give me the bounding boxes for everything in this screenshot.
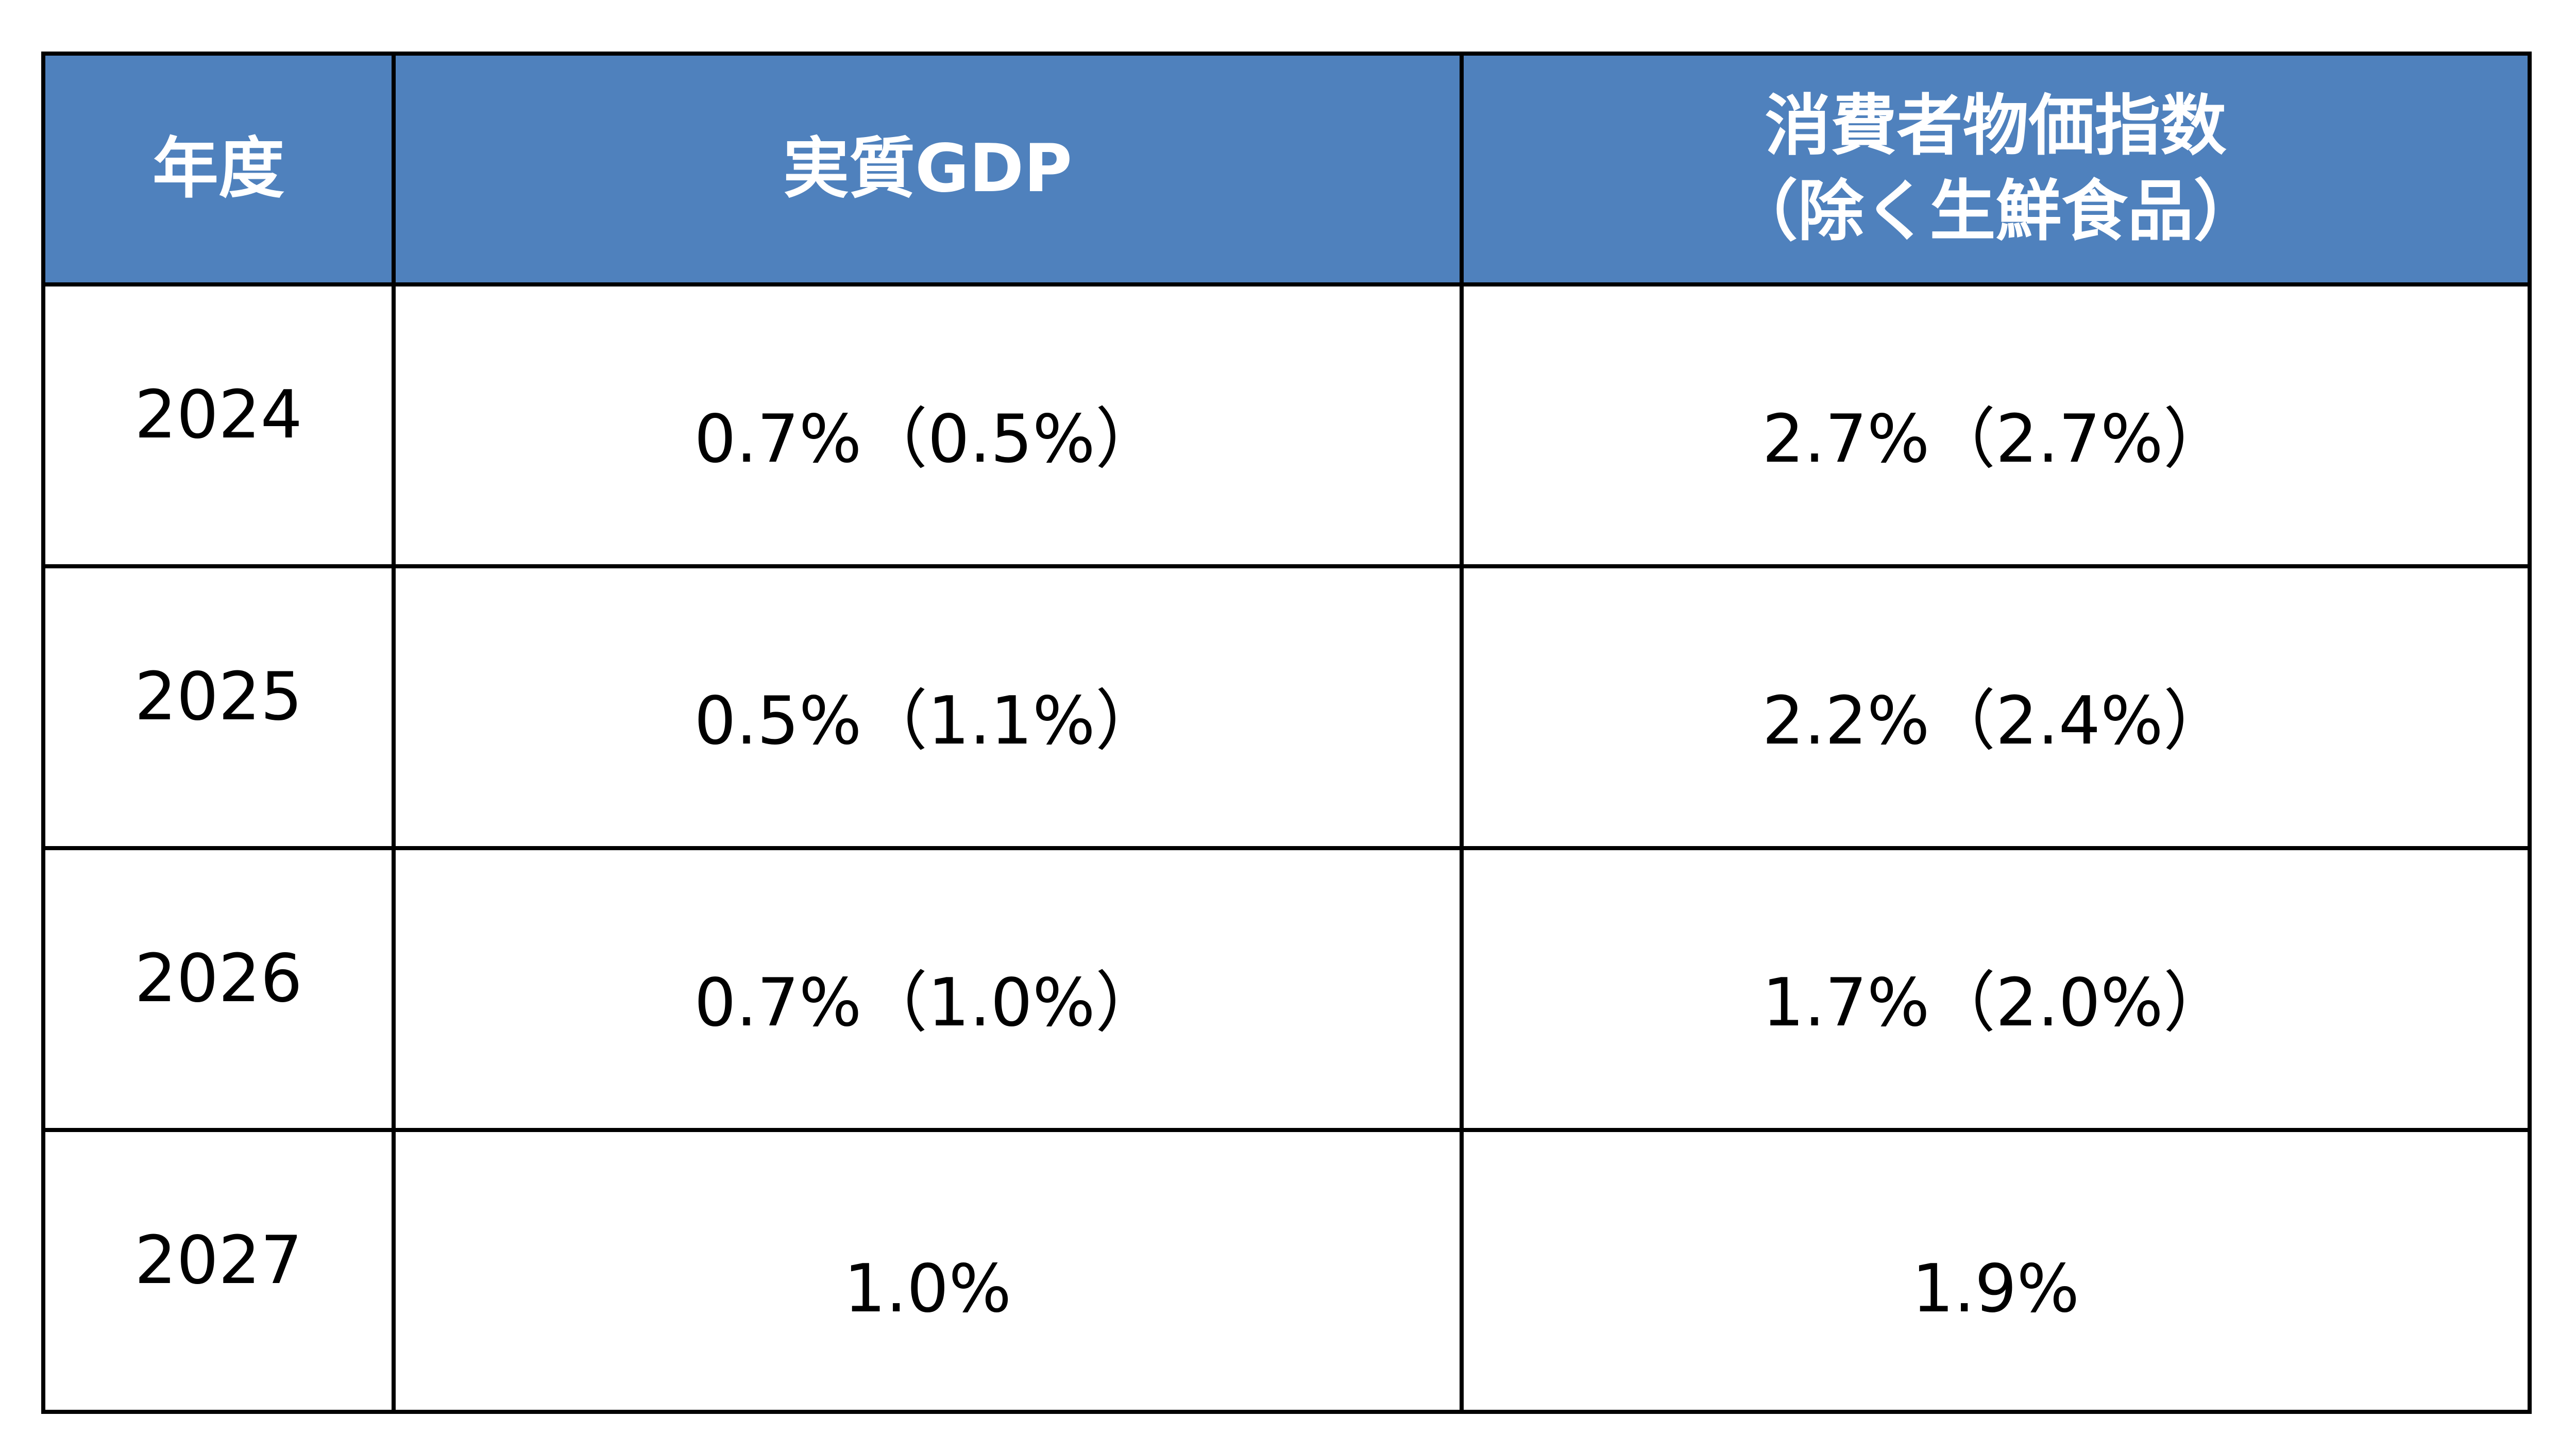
cpi-cell: 2.2%（2.4%） (1460, 564, 2532, 850)
table-row: 2026 0.7%（1.0%） 1.7%（2.0%） (41, 846, 2532, 1132)
header-cpi-title: 消費者物価指数 (1765, 87, 2227, 164)
header-row: 年度 実質GDP 消費者物価指数 （除く生鮮食品） (41, 52, 2532, 286)
table-row: 2024 0.7%（0.5%） 2.7%（2.7%） (41, 282, 2532, 568)
year-cell: 2025 (41, 564, 396, 850)
header-cpi: 消費者物価指数 （除く生鮮食品） (1460, 52, 2532, 286)
forecast-table-container: 年度 実質GDP 消費者物価指数 （除く生鮮食品） 2024 0.7%（0.5%… (41, 52, 2532, 1414)
forecast-table: 年度 実質GDP 消費者物価指数 （除く生鮮食品） 2024 0.7%（0.5%… (41, 52, 2532, 1414)
cpi-cell: 2.7%（2.7%） (1460, 282, 2532, 568)
gdp-cell: 1.0% (392, 1128, 1464, 1414)
cpi-cell: 1.9% (1460, 1128, 2532, 1414)
cpi-cell: 1.7%（2.0%） (1460, 846, 2532, 1132)
year-cell: 2026 (41, 846, 396, 1132)
gdp-cell: 0.7%（1.0%） (392, 846, 1464, 1132)
gdp-cell: 0.7%（0.5%） (392, 282, 1464, 568)
gdp-cell: 0.5%（1.1%） (392, 564, 1464, 850)
header-year: 年度 (41, 52, 396, 286)
year-cell: 2024 (41, 282, 396, 568)
header-cpi-subtitle: （除く生鮮食品） (1732, 173, 2260, 250)
table-row: 2025 0.5%（1.1%） 2.2%（2.4%） (41, 564, 2532, 850)
year-cell: 2027 (41, 1128, 396, 1414)
table-row: 2027 1.0% 1.9% (41, 1128, 2532, 1414)
header-real-gdp: 実質GDP (392, 52, 1464, 286)
